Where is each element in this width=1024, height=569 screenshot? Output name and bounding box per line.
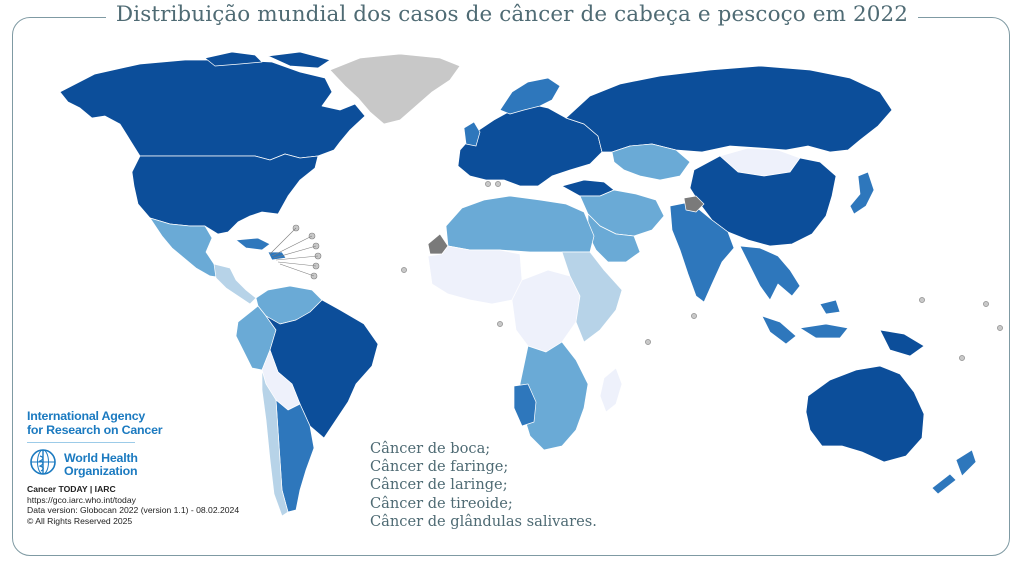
- iarc-logo-line2: for Research on Cancer: [27, 423, 163, 437]
- credits-rights: © All Rights Reserved 2025: [27, 515, 133, 526]
- caribbean-leader-lines: [269, 227, 319, 277]
- region-japan[interactable]: [849, 171, 875, 215]
- iarc-logo-line1: International Agency: [27, 409, 146, 423]
- cancer-type-item: Câncer de tireoide;: [370, 494, 513, 512]
- region-east-africa[interactable]: [561, 251, 623, 343]
- region-madagascar[interactable]: [599, 367, 623, 413]
- credits-version: Data version: Globocan 2022 (version 1.1…: [27, 505, 240, 516]
- region-russia[interactable]: [565, 65, 893, 153]
- region-namibia[interactable]: [513, 383, 537, 427]
- region-scandinavia[interactable]: [499, 77, 561, 115]
- region-kashmir[interactable]: [683, 195, 705, 213]
- island-markers: [292, 181, 1003, 361]
- region-chile[interactable]: [261, 369, 289, 517]
- region-papua-new-guinea[interactable]: [879, 329, 925, 357]
- who-logo-line1: World Health: [64, 451, 138, 465]
- region-indonesia[interactable]: [761, 299, 849, 345]
- region-australia[interactable]: [805, 365, 925, 463]
- region-new-zealand[interactable]: [931, 449, 977, 495]
- region-central-america[interactable]: [213, 263, 257, 305]
- region-canada-arctic[interactable]: [204, 51, 331, 69]
- credits-source: Cancer TODAY | IARC: [27, 484, 116, 494]
- region-caribbean[interactable]: [235, 237, 287, 261]
- region-central-africa[interactable]: [511, 269, 581, 353]
- region-greenland[interactable]: [329, 53, 461, 125]
- cancer-types-list: Câncer de boca; Câncer de faringe; Cânce…: [370, 440, 597, 531]
- region-canada[interactable]: [59, 59, 366, 161]
- cancer-type-item: Câncer de laringe;: [370, 476, 508, 494]
- logo-divider: [27, 442, 135, 443]
- credits-url[interactable]: https://gco.iarc.who.int/today: [27, 494, 136, 505]
- region-southeast-asia[interactable]: [739, 245, 801, 301]
- region-uk[interactable]: [463, 121, 481, 147]
- who-logo-text: World Health Organization: [64, 452, 138, 477]
- who-logo-line2: Organization: [64, 463, 138, 478]
- region-west-africa[interactable]: [427, 245, 523, 305]
- cancer-type-item: Câncer de faringe;: [370, 458, 509, 476]
- region-north-africa[interactable]: [445, 195, 595, 253]
- iarc-logo: International Agency for Research on Can…: [27, 409, 163, 437]
- cancer-type-item: Câncer de boca;: [370, 440, 491, 457]
- credits: Cancer TODAY | IARC https://gco.iarc.who…: [27, 484, 239, 526]
- who-emblem-icon: [30, 449, 56, 475]
- cancer-type-item: Câncer de glândulas salivares.: [370, 512, 597, 530]
- region-india[interactable]: [669, 201, 735, 303]
- region-kazakhstan[interactable]: [611, 143, 691, 181]
